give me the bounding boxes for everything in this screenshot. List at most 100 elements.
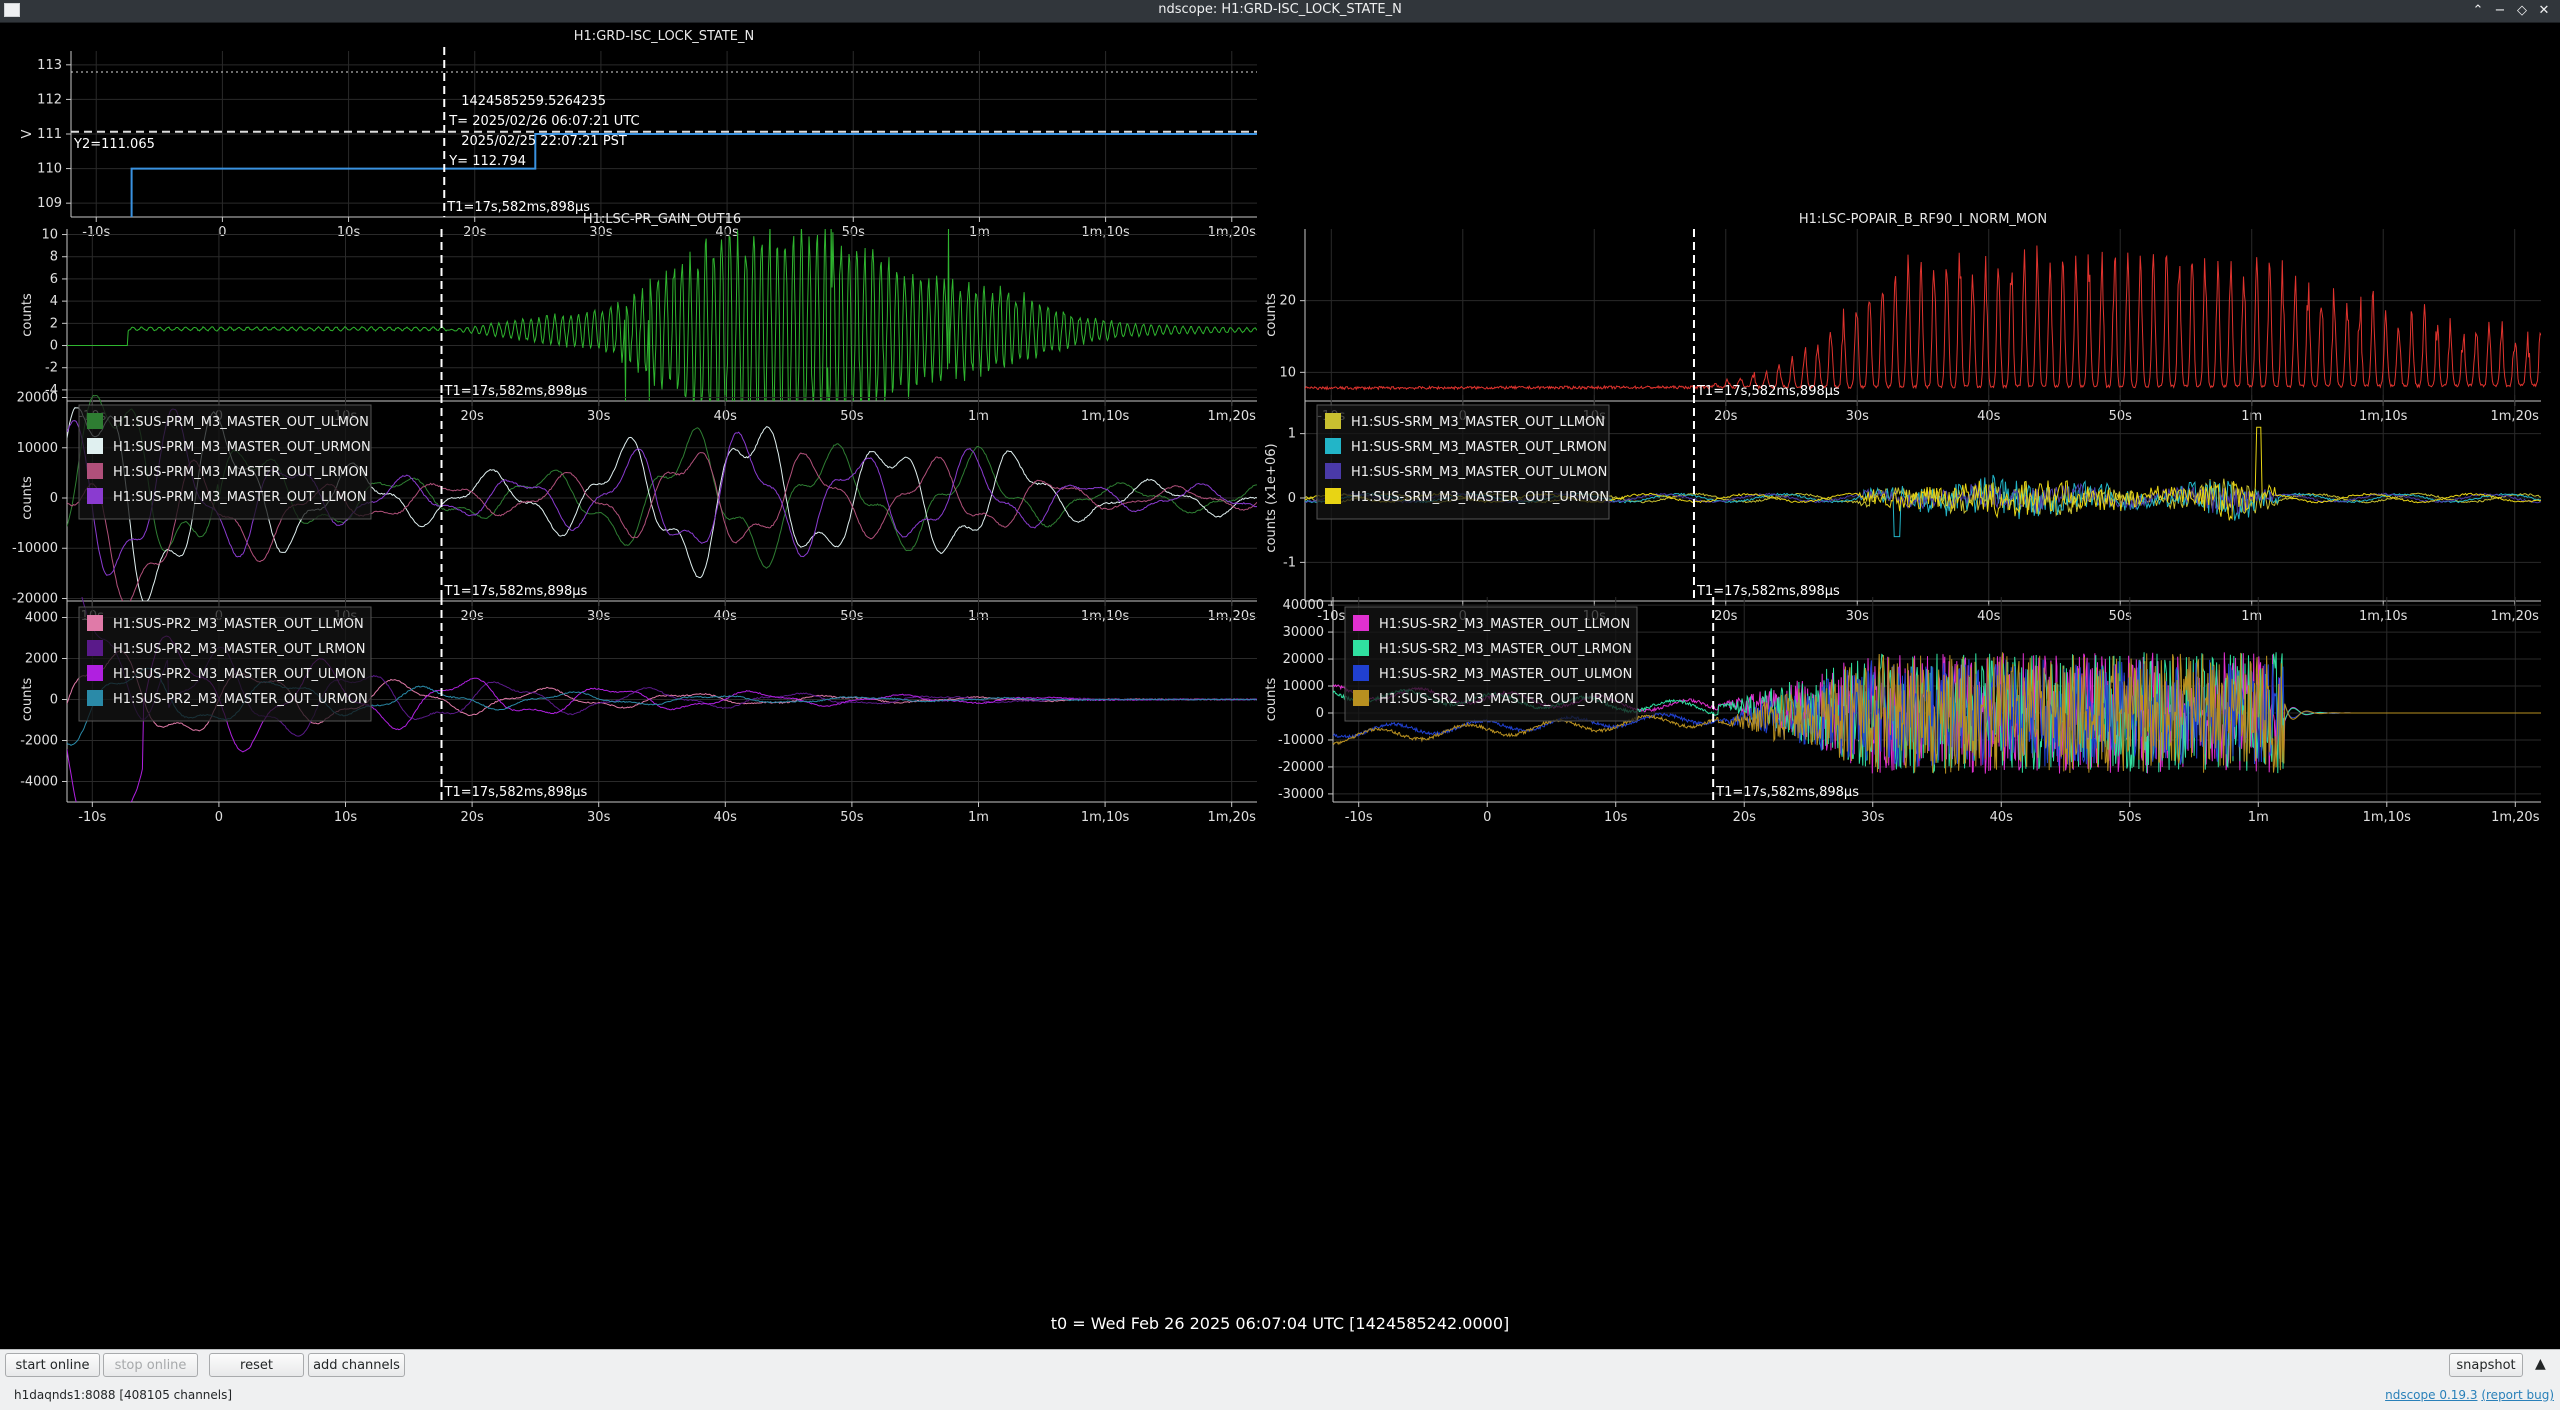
x-tick-label: 1m,10s xyxy=(2363,810,2412,825)
y-tick-label: 10000 xyxy=(17,441,58,456)
start-online-button[interactable]: start online xyxy=(5,1353,100,1377)
legend-label: H1:SUS-SR2_M3_MASTER_OUT_LRMON xyxy=(1379,642,1632,657)
x-tick-label: 40s xyxy=(715,225,739,240)
y-axis-label: counts xyxy=(1264,293,1279,337)
legend-swatch xyxy=(1325,438,1341,454)
y-axis-label: counts xyxy=(20,293,35,337)
cursor-readout-line: T= 2025/02/26 06:07:21 UTC xyxy=(448,114,639,129)
y-tick-label: 112 xyxy=(37,92,62,107)
window-icon[interactable] xyxy=(4,3,20,17)
y-axis-label: counts xyxy=(1264,678,1279,722)
t1-cursor-label: T1=17s,582ms,898µs xyxy=(444,785,588,800)
t1-cursor-label: T1=17s,582ms,898µs xyxy=(444,384,588,399)
plot-p3: -10s010s20s30s40s50s1m1m,10s1m,20s1020H1… xyxy=(1264,212,2541,424)
y-tick-label: 110 xyxy=(37,162,62,177)
x-tick-label: 0 xyxy=(1483,810,1491,825)
legend-label: H1:SUS-PR2_M3_MASTER_OUT_LLMON xyxy=(113,617,364,632)
legend-label: H1:SUS-PRM_M3_MASTER_OUT_LLMON xyxy=(113,490,367,505)
y-tick-label: 0 xyxy=(50,693,58,708)
reset-button[interactable]: reset xyxy=(209,1353,304,1377)
y-tick-label: 1 xyxy=(1288,427,1296,442)
app-version-link[interactable]: ndscope 0.19.3 xyxy=(2385,1388,2478,1402)
legend-label: H1:SUS-SRM_M3_MASTER_OUT_URMON xyxy=(1351,490,1609,505)
x-tick-label: 0 xyxy=(218,225,226,240)
legend-label: H1:SUS-PRM_M3_MASTER_OUT_LRMON xyxy=(113,465,368,480)
y-tick-label: 4000 xyxy=(25,611,58,626)
y-tick-label: 6 xyxy=(50,272,58,287)
legend-label: H1:SUS-PRM_M3_MASTER_OUT_ULMON xyxy=(113,415,369,430)
x-tick-label: 50s xyxy=(842,225,866,240)
legend-label: H1:SUS-PR2_M3_MASTER_OUT_LRMON xyxy=(113,642,365,657)
y-tick-label: 20 xyxy=(1279,294,1296,309)
y-tick-label: -20000 xyxy=(12,591,58,606)
y-tick-label: 0 xyxy=(1316,706,1324,721)
x-tick-label: 20s xyxy=(460,810,484,825)
y-tick-label: -2 xyxy=(45,361,58,376)
cursor-readout-line: 1424585259.5264235 xyxy=(461,94,606,109)
x-tick-label: 1m xyxy=(969,225,990,240)
x-tick-label: 50s xyxy=(840,810,864,825)
legend-swatch xyxy=(87,438,103,454)
legend-swatch xyxy=(1325,488,1341,504)
x-tick-label: -10s xyxy=(78,810,106,825)
report-bug-link[interactable]: (report bug) xyxy=(2481,1388,2554,1402)
legend-label: H1:SUS-PR2_M3_MASTER_OUT_ULMON xyxy=(113,667,366,682)
plot-title: H1:LSC-POPAIR_B_RF90_I_NORM_MON xyxy=(1799,212,2047,227)
y-tick-label: -10000 xyxy=(12,541,58,556)
legend-label: H1:SUS-SR2_M3_MASTER_OUT_LLMON xyxy=(1379,617,1630,632)
y-tick-label: 0 xyxy=(1288,491,1296,506)
x-tick-label: 1m xyxy=(968,810,989,825)
t1-cursor-label: T1=17s,582ms,898µs xyxy=(446,200,590,215)
plot-title: H1:GRD-ISC_LOCK_STATE_N xyxy=(574,29,754,44)
y-tick-label: 111 xyxy=(37,127,62,142)
control-bar: start online stop online reset add chann… xyxy=(0,1349,2560,1410)
version-info: ndscope 0.19.3 (report bug) xyxy=(2385,1388,2554,1402)
legend-label: H1:SUS-SRM_M3_MASTER_OUT_ULMON xyxy=(1351,465,1607,480)
collapse-arrow-icon[interactable]: ▲ xyxy=(2535,1356,2546,1372)
plot-p6: -10s 0 10s 20s 30s 40s 50s 1m 1m,10s 1m,20s -4000 -… xyxy=(20,597,1257,825)
series-line-3 xyxy=(67,452,1257,601)
y-tick-label: 10 xyxy=(1279,365,1296,380)
server-status: h1daqnds1:8088 [408105 channels] xyxy=(14,1388,233,1402)
y-tick-label: -4 xyxy=(45,383,58,398)
add-channels-button[interactable]: add channels xyxy=(308,1353,405,1377)
y-axis-label: counts xyxy=(20,678,35,722)
y-tick-label: 20000 xyxy=(1283,652,1324,667)
snapshot-button[interactable]: snapshot xyxy=(2449,1353,2523,1377)
legend-label: H1:SUS-PRM_M3_MASTER_OUT_URMON xyxy=(113,440,371,455)
y-axis-label: counts xyxy=(20,476,35,520)
legend-swatch xyxy=(87,665,103,681)
close-icon[interactable]: ✕ xyxy=(2538,3,2550,18)
y-tick-label: 2000 xyxy=(25,652,58,667)
legend-swatch xyxy=(87,413,103,429)
x-tick-label: 1m,10s xyxy=(1081,810,1130,825)
x-tick-label: 1m,10s xyxy=(1081,225,1130,240)
x-tick-label: 10s xyxy=(1604,810,1628,825)
y2-readout: Y2=111.065 xyxy=(73,137,155,152)
minimize-up-icon[interactable]: ⌃ xyxy=(2472,3,2484,18)
plot-area[interactable]: -10s 0 10s 20s 30s 40s 50s 1m 1m,10s 1m,20s 109 110… xyxy=(0,23,2560,1348)
legend-swatch xyxy=(87,463,103,479)
legend-label: H1:SUS-SRM_M3_MASTER_OUT_LLMON xyxy=(1351,415,1605,430)
legend-swatch xyxy=(87,640,103,656)
plot-title: H1:LSC-PR_GAIN_OUT16 xyxy=(583,212,741,227)
t1-cursor-label: T1=17s,582ms,898µs xyxy=(1696,584,1840,599)
legend-swatch xyxy=(1325,413,1341,429)
x-tick-label: 20s xyxy=(1714,609,1738,624)
plot-p7: -10s 0 10s 20s 30s 40s 50s 1m 1m,10s 1m,20s -30000… xyxy=(1264,597,2541,825)
legend-swatch xyxy=(1353,665,1369,681)
legend-swatch xyxy=(1325,463,1341,479)
legend-label: H1:SUS-PR2_M3_MASTER_OUT_URMON xyxy=(113,692,368,707)
minimize-icon[interactable]: − xyxy=(2494,3,2506,18)
legend-label: H1:SUS-SR2_M3_MASTER_OUT_URMON xyxy=(1379,692,1634,707)
y-tick-label: -10000 xyxy=(1278,733,1324,748)
plot-canvas[interactable]: -10s 0 10s 20s 30s 40s 50s 1m 1m,10s 1m,20s109110… xyxy=(0,23,2560,1313)
plot-p1: -10s 0 10s 20s 30s 40s 50s 1m 1m,10s 1m,20s109110… xyxy=(20,29,1257,240)
legend-swatch xyxy=(1353,615,1369,631)
stop-online-button[interactable]: stop online xyxy=(103,1353,198,1377)
y-tick-label: 8 xyxy=(50,250,58,265)
x-tick-label: -10s xyxy=(82,225,110,240)
restore-icon[interactable]: ◇ xyxy=(2517,3,2527,18)
x-tick-label: 1m,10s xyxy=(2359,609,2408,624)
legend-swatch xyxy=(87,690,103,706)
